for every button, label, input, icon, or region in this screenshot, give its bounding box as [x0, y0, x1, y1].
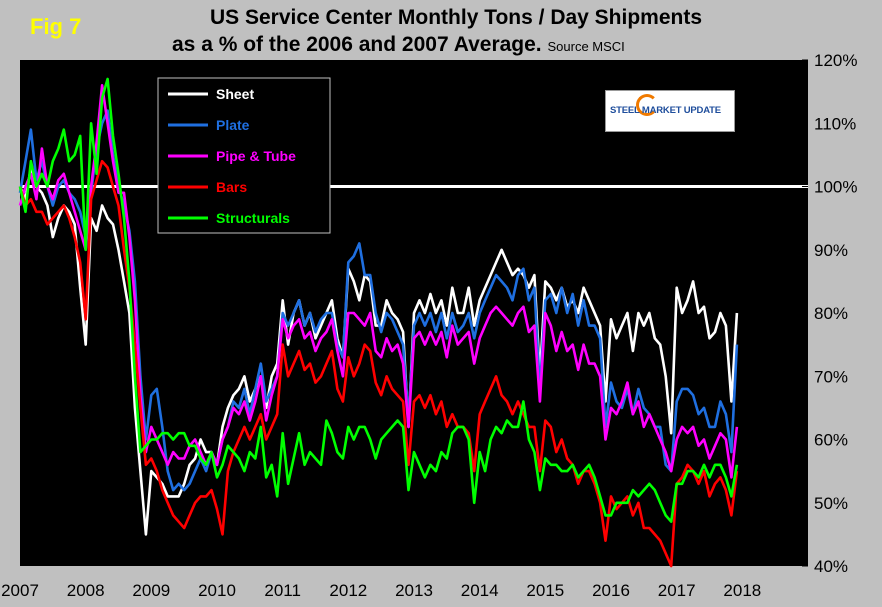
y-tick-label: 120%	[814, 51, 857, 70]
y-tick-label: 110%	[814, 114, 856, 133]
x-tick-label: 2017	[658, 581, 696, 600]
legend-label: Plate	[216, 117, 250, 133]
y-tick-label: 100%	[814, 178, 857, 197]
logo-swoosh-icon	[636, 94, 658, 116]
x-tick-label: 2014	[461, 581, 499, 600]
series-line-pipe-tube	[18, 84, 739, 479]
legend-label: Structurals	[216, 210, 290, 226]
y-tick-label: 40%	[814, 557, 848, 576]
legend-label: Pipe & Tube	[216, 148, 296, 164]
logo-text: STEEL MARKET UPDATE	[610, 105, 721, 116]
steel-market-update-logo: STEEL MARKET UPDATE	[605, 90, 735, 132]
x-tick-label: 2015	[526, 581, 564, 600]
x-tick-label: 2009	[132, 581, 170, 600]
x-tick-label: 2016	[592, 581, 630, 600]
x-tick-label: 2010	[198, 581, 236, 600]
y-tick-label: 60%	[814, 431, 848, 450]
y-tick-label: 80%	[814, 304, 848, 323]
series-line-bars	[18, 159, 739, 568]
chart-title-line2-text: as a % of the 2006 and 2007 Average.	[172, 33, 542, 56]
y-tick-label: 70%	[814, 367, 848, 386]
x-tick-label: 2011	[264, 581, 301, 600]
chart-source: Source MSCI	[547, 39, 625, 54]
series-line-structurals	[18, 77, 739, 524]
y-tick-label: 50%	[814, 494, 848, 513]
y-tick-label: 90%	[814, 241, 848, 260]
x-tick-label: 2012	[329, 581, 367, 600]
x-tick-label: 2013	[395, 581, 433, 600]
chart-title-line2: as a % of the 2006 and 2007 Average. Sou…	[172, 33, 625, 57]
figure-label: Fig 7	[30, 14, 82, 39]
x-tick-label: 2008	[67, 581, 105, 600]
x-tick-label: 2018	[723, 581, 761, 600]
legend-label: Bars	[216, 179, 247, 195]
x-tick-label: 2007	[1, 581, 39, 600]
chart-title-line1: US Service Center Monthly Tons / Day Shi…	[209, 6, 703, 29]
legend-label: Sheet	[216, 86, 254, 102]
